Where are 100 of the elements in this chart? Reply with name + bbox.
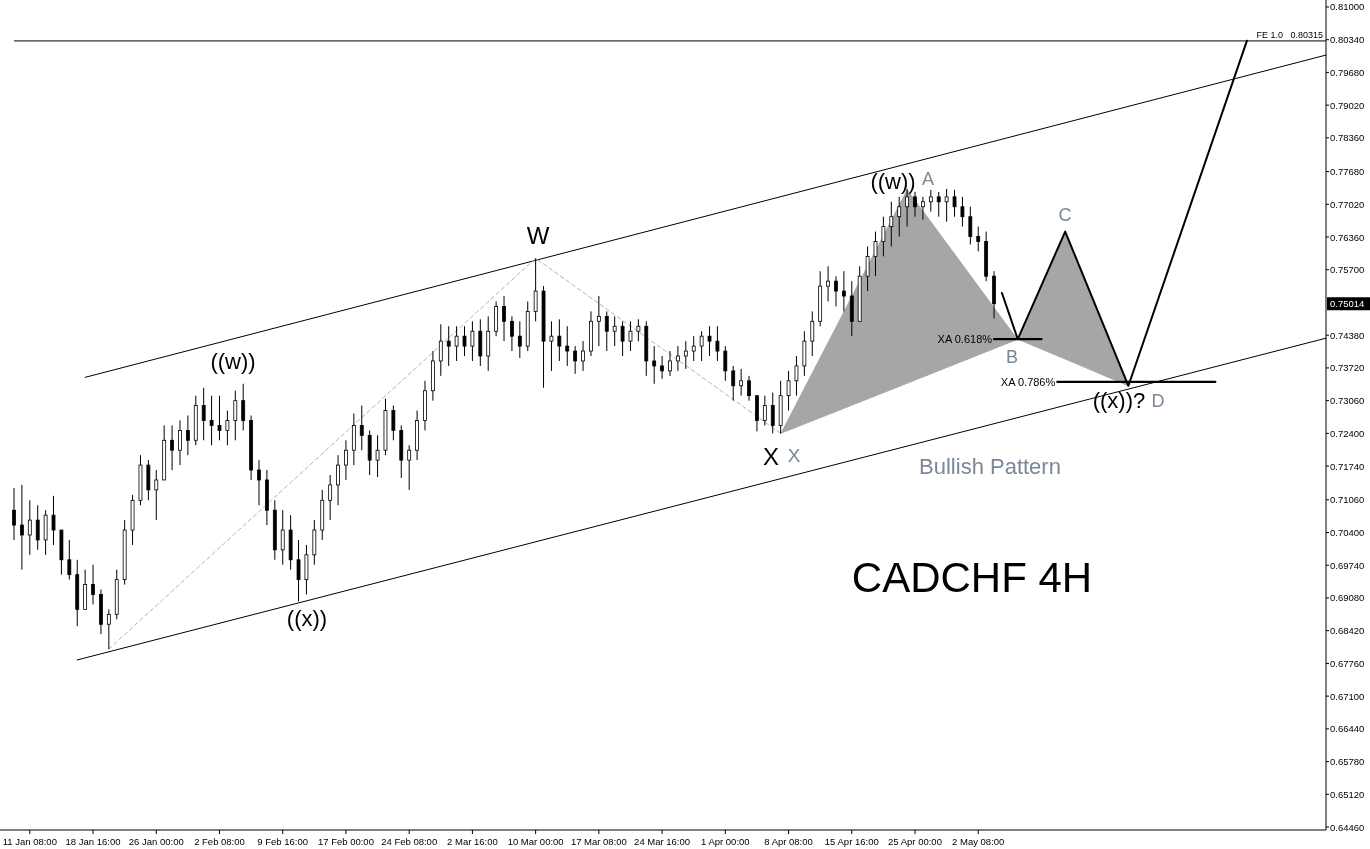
y-tick-label: 0.77680	[1330, 166, 1365, 178]
candlestick	[668, 350, 672, 377]
candlestick	[510, 315, 514, 352]
x-tick-label: 25 Apr 00:00	[888, 835, 942, 847]
y-tick-label: 0.80340	[1330, 34, 1365, 46]
y-tick-label: 0.72400	[1330, 427, 1365, 439]
candlestick	[407, 444, 412, 491]
candlestick	[612, 315, 617, 347]
x-tick-label: 11 Jan 08:00	[2, 835, 57, 847]
candlestick	[51, 495, 56, 546]
annotation: ((x))?	[1092, 387, 1146, 413]
candlestick	[217, 395, 222, 441]
candlestick	[67, 539, 72, 581]
candlestick	[225, 410, 230, 446]
y-tick-label: 0.64460	[1330, 821, 1365, 833]
y-tick-label: 0.67760	[1330, 657, 1365, 669]
candlestick	[201, 387, 206, 441]
candlestick	[446, 325, 451, 367]
candlestick	[91, 564, 95, 605]
y-tick-label: 0.79680	[1330, 66, 1365, 78]
y-tick-label: 0.79020	[1330, 99, 1365, 111]
candlestick	[683, 340, 688, 370]
x-tick-label: 9 Feb 16:00	[257, 835, 309, 847]
annotation: D	[1151, 391, 1165, 411]
candlestick	[620, 320, 625, 357]
y-tick-label: 0.74380	[1330, 329, 1365, 341]
candlestick	[35, 504, 40, 551]
annotation: X	[787, 444, 801, 466]
y-tick-label: 0.78360	[1330, 132, 1365, 144]
candlestick	[881, 216, 886, 257]
candlestick	[652, 345, 657, 385]
candlestick	[715, 325, 720, 362]
candlestick	[913, 191, 917, 218]
candlestick	[834, 275, 838, 307]
candlestick	[628, 320, 633, 352]
candlestick	[936, 191, 941, 218]
series-label: XA 0.786%	[1000, 375, 1056, 388]
candlestick	[359, 405, 364, 451]
x-tick-label: 17 Feb 00:00	[317, 835, 374, 847]
y-tick-label: 0.67100	[1330, 690, 1365, 702]
x-tick-label: 17 Mar 08:00	[570, 835, 627, 847]
candlestick	[921, 196, 925, 221]
candlestick	[106, 608, 111, 650]
candlestick	[391, 405, 396, 441]
candlestick	[502, 295, 506, 342]
candlestick	[604, 310, 609, 352]
candlestick	[328, 474, 333, 521]
candlestick	[865, 245, 870, 292]
candlestick	[596, 295, 601, 347]
candlestick	[454, 325, 459, 362]
candlestick	[723, 345, 728, 382]
candlestick	[27, 499, 32, 556]
series-label: XA 0.618%	[937, 333, 993, 346]
candlestick	[344, 439, 348, 481]
candlestick	[889, 201, 894, 247]
y-tick-label: 0.76360	[1330, 231, 1365, 243]
candlestick	[794, 355, 799, 397]
candlestick	[257, 459, 261, 506]
y-tick-label: 0.66440	[1330, 723, 1365, 735]
candlestick	[762, 395, 767, 426]
candlestick	[770, 392, 775, 434]
candlestick	[810, 310, 815, 357]
x-tick-label: 8 Apr 08:00	[764, 835, 813, 847]
y-tick-label: 0.68420	[1330, 625, 1365, 637]
x-tick-label: 24 Feb 08:00	[381, 835, 438, 847]
y-tick-label: 0.77020	[1330, 198, 1365, 210]
candlestick	[676, 345, 680, 372]
candlestick	[873, 231, 878, 277]
candlestick	[462, 325, 467, 357]
candlestick	[707, 325, 712, 357]
candlestick	[968, 206, 973, 245]
y-tick-label: 0.65780	[1330, 756, 1365, 768]
candlestick	[565, 325, 570, 367]
ref-line-label: FE 1.0 0.80315	[1256, 29, 1323, 40]
x-tick-label: 10 Mar 00:00	[507, 835, 564, 847]
candlestick	[154, 469, 159, 521]
candlestick	[928, 189, 933, 213]
candlestick	[841, 270, 846, 312]
y-tick-label: 0.69740	[1330, 559, 1365, 571]
candlestick	[336, 454, 340, 506]
y-tick-label: 0.73060	[1330, 395, 1365, 407]
y-tick-label: 0.65120	[1330, 788, 1365, 800]
candlestick	[573, 345, 578, 375]
candlestick	[897, 196, 902, 238]
text: 0.75014	[1330, 298, 1365, 310]
annotation: W	[526, 221, 550, 249]
y-tick-label: 0.73720	[1330, 362, 1365, 374]
candlestick	[470, 320, 475, 362]
candlestick	[739, 368, 744, 397]
y-tick-label: 0.71740	[1330, 460, 1365, 472]
candlestick	[296, 539, 301, 602]
candlestick	[170, 424, 174, 471]
annotation: ((w))	[870, 168, 916, 194]
candlestick	[20, 484, 24, 571]
annotation: C	[1058, 205, 1072, 225]
x-tick-label: 15 Apr 16:00	[824, 835, 879, 847]
candlestick	[533, 257, 538, 322]
candlestick	[636, 318, 641, 342]
candlestick	[178, 419, 182, 466]
annotation: X	[762, 442, 780, 470]
